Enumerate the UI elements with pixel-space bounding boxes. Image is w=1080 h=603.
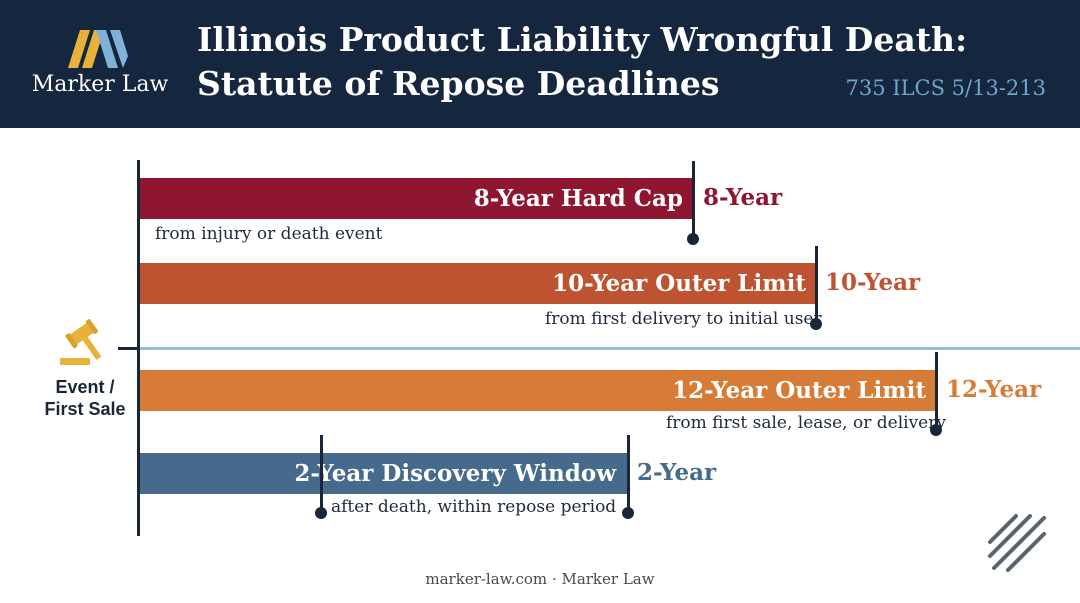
- marker-line-8-year: [692, 161, 695, 239]
- marker-dot-10-year: [810, 318, 822, 330]
- end-label-2-year: 2-Year: [637, 459, 717, 486]
- marker-line-2-year-start: [320, 435, 323, 513]
- marker-line-12-year: [935, 352, 938, 430]
- note-10-year: from first delivery to initial user: [545, 309, 822, 329]
- bar-12-year: 12-Year Outer Limit: [140, 370, 936, 411]
- marker-law-logo-icon: [68, 30, 128, 68]
- bar-10-year: 10-Year Outer Limit: [140, 263, 816, 304]
- statute-citation: 735 ILCS 5/13-213: [845, 76, 1046, 100]
- note-8-year: from injury or death event: [155, 224, 383, 244]
- header-banner: Marker Law Illinois Product Liability Wr…: [0, 0, 1080, 128]
- event-label: Event / First Sale: [30, 376, 140, 420]
- marker-dot-2-year-start: [315, 507, 327, 519]
- bar-2-year: 2-Year Discovery Window: [140, 453, 628, 494]
- logo-name: Marker Law: [31, 72, 169, 97]
- end-label-10-year: 10-Year: [825, 269, 921, 296]
- note-2-year: after death, within repose period: [331, 497, 617, 517]
- bar-8-year: 8-Year Hard Cap: [140, 178, 693, 219]
- end-label-8-year: 8-Year: [703, 184, 783, 211]
- note-12-year: from first sale, lease, or delivery: [666, 413, 946, 433]
- end-label-12-year: 12-Year: [946, 376, 1042, 403]
- gavel-icon: [60, 318, 102, 365]
- diagonal-stripes-icon: [988, 514, 1046, 572]
- event-line: [118, 347, 1080, 350]
- event-label-line-1: Event /: [55, 377, 115, 397]
- marker-dot-12-year: [930, 424, 942, 436]
- marker-line-2-year-end: [627, 435, 630, 513]
- marker-dot-8-year: [687, 233, 699, 245]
- event-tick: [118, 347, 140, 350]
- page-title: Illinois Product Liability Wrongful Deat…: [197, 18, 968, 106]
- title-line-1: Illinois Product Liability Wrongful Deat…: [197, 20, 968, 59]
- marker-line-10-year: [815, 246, 818, 324]
- title-line-2: Statute of Repose Deadlines: [197, 64, 720, 103]
- footer-text: marker-law.com · Marker Law: [425, 570, 655, 588]
- marker-dot-2-year-end: [622, 507, 634, 519]
- event-label-line-2: First Sale: [44, 399, 126, 419]
